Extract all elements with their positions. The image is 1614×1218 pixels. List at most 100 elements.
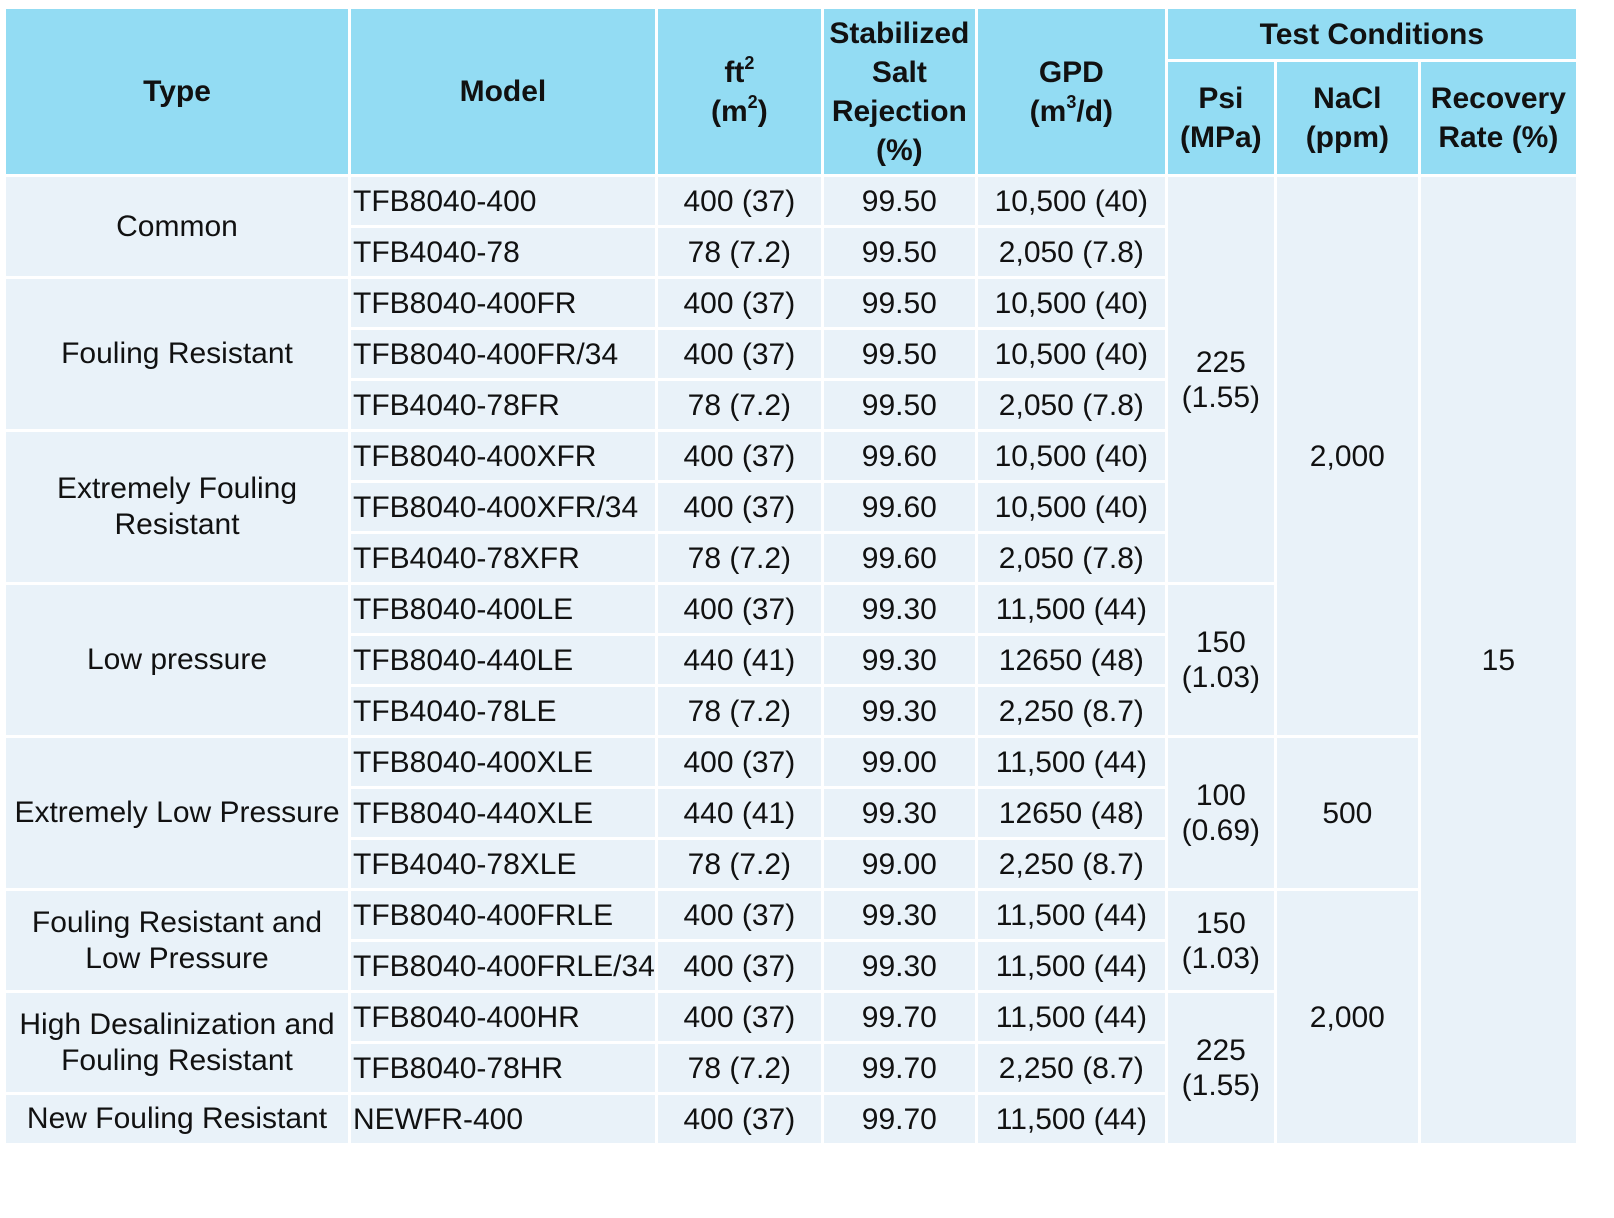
table-row: TFB8040-400FRLE/34 400 (37) 99.30 11,500… (5, 939, 1578, 993)
header-area-metric-sup: 2 (747, 91, 758, 112)
gpd-cell: 10,500 (40) (974, 480, 1168, 534)
header-salt-rejection: Stabilized Salt Rejection (%) (820, 6, 978, 177)
header-nacl-line2: (ppm) (1305, 121, 1389, 154)
model-cell: TFB4040-78XLE (348, 837, 658, 891)
model-cell: TFB4040-78FR (348, 378, 658, 432)
psi-cell: 225 (1.55) (1164, 174, 1277, 585)
model-cell: TFB8040-400XLE (348, 735, 658, 789)
salt-rejection-cell: 99.30 (820, 888, 978, 942)
gpd-cell: 11,500 (44) (974, 735, 1168, 789)
model-cell: TFB8040-400XFR/34 (348, 480, 658, 534)
table-row: TFB8040-400XFR/34 400 (37) 99.60 10,500 … (5, 480, 1578, 534)
nacl-cell: 500 (1273, 735, 1421, 891)
salt-rejection-cell: 99.00 (820, 735, 978, 789)
table-row: Extremely Fouling Resistant TFB8040-400X… (3, 429, 1578, 585)
header-area-sup: 2 (744, 52, 755, 73)
model-cell: TFB8040-400XFR (348, 429, 658, 483)
type-cell: New Fouling Resistant (3, 1092, 351, 1146)
header-model: Model (348, 6, 658, 177)
psi-cell: 225 (1.55) (1164, 990, 1277, 1146)
table-row: TFB4040-78XFR 78 (7.2) 99.60 2,050 (7.8) (5, 531, 1578, 585)
area-cell: 78 (7.2) (654, 378, 824, 432)
header-test-conditions: Test Conditions (1164, 6, 1579, 62)
area-cell: 78 (7.2) (654, 684, 824, 738)
type-cell: Extremely Fouling Resistant (3, 429, 351, 585)
header-gpd-metric-sup: 3 (1066, 91, 1077, 112)
salt-rejection-cell: 99.50 (820, 327, 978, 381)
table-row: TFB8040-440LE 440 (41) 99.30 12650 (48) (5, 633, 1578, 687)
salt-rejection-cell: 99.70 (820, 1092, 978, 1146)
gpd-cell: 2,250 (8.7) (974, 1041, 1168, 1095)
gpd-cell: 12650 (48) (974, 786, 1168, 840)
header-gpd-metric-open: (m (1029, 94, 1067, 128)
psi-value: 150 (1195, 906, 1246, 940)
salt-rejection-cell: 99.50 (820, 174, 978, 228)
model-cell: TFB8040-78HR (348, 1041, 658, 1095)
salt-rejection-cell: 99.30 (820, 786, 978, 840)
model-cell: TFB4040-78LE (348, 684, 658, 738)
psi-cell: 150 (1.03) (1164, 888, 1277, 993)
model-cell: TFB8040-400FR (348, 276, 658, 330)
type-cell: Low pressure (3, 582, 351, 738)
psi-value: 100 (1195, 779, 1246, 812)
header-gpd-label: GPD (1038, 55, 1104, 89)
header-recovery-rate: Recovery Rate (%) (1417, 59, 1579, 177)
table-row: TFB4040-78XLE 78 (7.2) 99.00 2,250 (8.7) (5, 837, 1578, 891)
salt-rejection-cell: 99.60 (820, 480, 978, 534)
header-nacl: NaCl (ppm) (1273, 59, 1421, 177)
gpd-cell: 2,250 (8.7) (974, 837, 1168, 891)
header-nacl-line1: NaCl (1313, 82, 1382, 115)
area-cell: 400 (37) (654, 276, 824, 330)
table-row: Low pressure TFB8040-400LE 400 (37) 99.3… (3, 582, 1578, 738)
salt-rejection-cell: 99.70 (820, 990, 978, 1044)
header-psi-line1: Psi (1198, 82, 1244, 115)
salt-rejection-cell: 99.70 (820, 1041, 978, 1095)
header-area-unit: ft (724, 55, 745, 89)
salt-rejection-cell: 99.30 (820, 582, 978, 636)
header-gpd-metric-close: /d) (1076, 94, 1114, 128)
gpd-cell: 11,500 (44) (974, 888, 1168, 942)
psi-value: 150 (1195, 626, 1246, 659)
area-cell: 400 (37) (654, 735, 824, 789)
model-cell: TFB8040-400FRLE (348, 888, 658, 942)
model-cell: TFB4040-78 (348, 225, 658, 279)
model-cell: TFB8040-400HR (348, 990, 658, 1044)
area-cell: 400 (37) (654, 990, 824, 1044)
type-cell: Common (3, 174, 351, 279)
salt-rejection-cell: 99.30 (820, 939, 978, 993)
model-cell: NEWFR-400 (348, 1092, 658, 1146)
header-psi: Psi (MPa) (1164, 59, 1277, 177)
gpd-cell: 10,500 (40) (974, 429, 1168, 483)
area-cell: 400 (37) (654, 174, 824, 228)
salt-rejection-cell: 99.50 (820, 276, 978, 330)
header-area-metric-open: (m (711, 94, 748, 128)
model-cell: TFB8040-440LE (348, 633, 658, 687)
gpd-cell: 2,050 (7.8) (974, 378, 1168, 432)
psi-mpa-value: (1.55) (1181, 380, 1261, 414)
header-type: Type (3, 6, 351, 177)
nacl-cell: 2,000 (1273, 174, 1421, 738)
header-psi-line2: (MPa) (1180, 121, 1262, 154)
salt-rejection-cell: 99.30 (820, 684, 978, 738)
table-row: TFB4040-78 78 (7.2) 99.50 2,050 (7.8) (5, 225, 1578, 279)
psi-cell: 100 (0.69) (1164, 735, 1277, 891)
gpd-cell: 2,250 (8.7) (974, 684, 1168, 738)
model-cell: TFB8040-400 (348, 174, 658, 228)
header-area-metric-close: ) (757, 94, 768, 128)
gpd-cell: 11,500 (44) (974, 582, 1168, 636)
gpd-cell: 10,500 (40) (974, 174, 1168, 228)
header-gpd: GPD (m3/d) (974, 6, 1168, 177)
area-cell: 78 (7.2) (654, 531, 824, 585)
salt-rejection-cell: 99.00 (820, 837, 978, 891)
psi-mpa-value: (0.69) (1181, 814, 1261, 847)
model-cell: TFB8040-400FRLE/34 (348, 939, 658, 993)
model-cell: TFB8040-400LE (348, 582, 658, 636)
gpd-cell: 11,500 (44) (974, 990, 1168, 1044)
gpd-cell: 2,050 (7.8) (974, 225, 1168, 279)
model-cell: TFB4040-78XFR (348, 531, 658, 585)
nacl-cell: 2,000 (1273, 888, 1421, 1146)
membrane-spec-table: Type Model ft2 (m2) Stabilized Salt Reje… (3, 6, 1579, 1146)
salt-rejection-cell: 99.30 (820, 633, 978, 687)
area-cell: 78 (7.2) (654, 225, 824, 279)
table-row: TFB4040-78LE 78 (7.2) 99.30 2,250 (8.7) (5, 684, 1578, 738)
